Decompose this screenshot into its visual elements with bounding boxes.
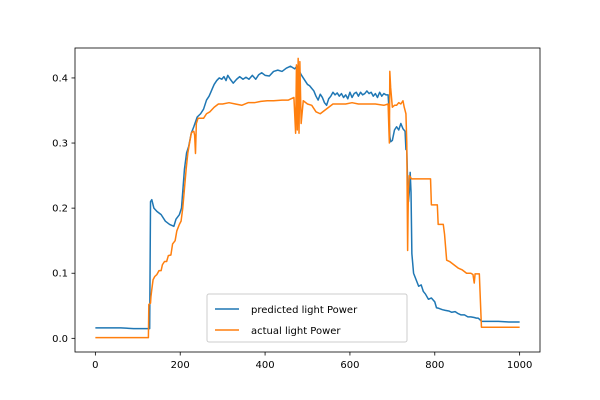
y-tick-label: 0.3 <box>52 139 68 150</box>
x-tick-label: 400 <box>256 360 275 371</box>
legend: predicted light Power actual light Power <box>206 293 408 343</box>
series-line-actual <box>95 57 520 339</box>
x-tick-label: 200 <box>171 360 190 371</box>
legend-label-actual: actual light Power <box>251 326 341 337</box>
legend-box <box>206 293 408 343</box>
x-tick-label: 800 <box>425 360 444 371</box>
y-tick-label: 0.2 <box>52 204 68 215</box>
series-layer <box>95 57 520 339</box>
x-tick-label: 600 <box>340 360 359 371</box>
ticks-layer: 0 200 400 600 800 1000 0.0 0.1 0.2 0.3 0.4 <box>52 73 532 371</box>
x-tick-label: 1000 <box>507 360 532 371</box>
y-tick-label: 0.0 <box>52 334 68 345</box>
plot-frame <box>74 47 541 353</box>
series-line-predicted <box>95 65 520 330</box>
legend-label-predicted: predicted light Power <box>251 305 358 316</box>
y-tick-label: 0.1 <box>52 269 68 280</box>
x-tick-label: 0 <box>92 360 98 371</box>
y-tick-label: 0.4 <box>52 73 68 84</box>
